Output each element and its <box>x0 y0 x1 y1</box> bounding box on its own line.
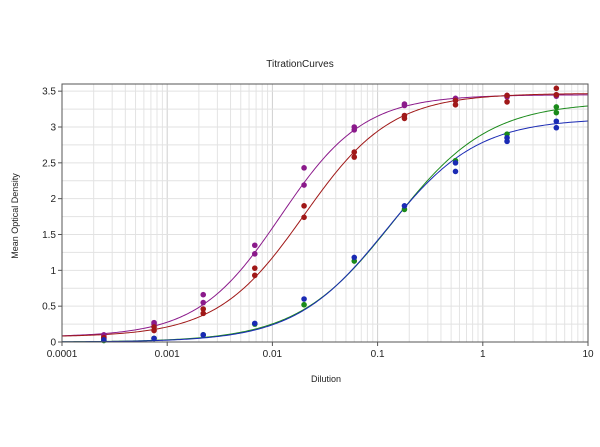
x-tick-label: 0.0001 <box>47 349 78 360</box>
data-point-series-1 <box>200 299 207 306</box>
data-point-series-2 <box>452 101 459 108</box>
data-point-series-2 <box>200 310 207 317</box>
x-axis-label: Dilution <box>311 374 341 384</box>
data-point-series-4 <box>401 203 408 209</box>
fit-curve-2 <box>62 93 588 337</box>
data-point-series-3 <box>553 109 560 116</box>
data-point-series-1 <box>351 127 358 133</box>
data-point-series-2 <box>200 306 207 312</box>
data-point-series-2 <box>553 85 560 92</box>
fit-curves <box>62 93 588 342</box>
y-tick-label: 0.5 <box>42 302 56 313</box>
x-tick-label: 0.1 <box>371 349 385 360</box>
y-tick-label: 3.5 <box>42 87 56 98</box>
y-tick-label: 1.5 <box>42 230 56 241</box>
fit-curve-4 <box>62 120 588 342</box>
data-point-series-4 <box>452 160 459 166</box>
axis-ticks: 0.0001 0.001 0.01 0.1 1 10 0 0.5 1 1.5 2 2.5 3 3.5 <box>42 87 594 360</box>
data-point-series-1 <box>251 242 258 249</box>
data-point-series-4 <box>504 138 510 145</box>
data-point-series-2 <box>504 92 510 99</box>
data-point-series-2 <box>151 327 157 334</box>
y-tick-label: 3 <box>50 123 56 134</box>
x-tick-label: 1 <box>480 349 486 360</box>
data-point-series-1 <box>301 165 307 171</box>
data-point-series-1 <box>200 291 207 298</box>
data-point-series-4 <box>553 118 560 125</box>
data-point-series-4 <box>553 124 560 131</box>
y-tick-label: 0 <box>50 338 56 349</box>
y-tick-label: 1 <box>50 266 56 277</box>
data-point-series-2 <box>504 99 510 105</box>
plot-area-border <box>61 83 589 343</box>
data-point-series-2 <box>452 97 459 104</box>
data-points <box>101 85 560 344</box>
data-point-series-2 <box>301 214 307 221</box>
data-point-series-4 <box>151 335 157 342</box>
data-point-series-1 <box>301 182 307 188</box>
data-point-series-3 <box>553 104 560 110</box>
chart-title: TitrationCurves <box>266 59 333 70</box>
data-point-series-3 <box>301 301 307 308</box>
data-point-series-2 <box>351 154 358 160</box>
data-point-series-4 <box>452 168 459 175</box>
data-point-series-4 <box>301 296 307 302</box>
data-point-series-4 <box>251 320 258 327</box>
data-point-series-2 <box>401 115 408 122</box>
x-tick-label: 0.001 <box>155 349 180 360</box>
data-point-series-2 <box>301 203 307 209</box>
x-tick-label: 0.01 <box>263 349 283 360</box>
y-tick-label: 2.5 <box>42 158 56 169</box>
data-point-series-4 <box>200 332 207 338</box>
data-point-series-2 <box>251 265 258 271</box>
x-tick-label: 10 <box>582 349 594 360</box>
data-point-series-2 <box>351 149 358 155</box>
y-axis-label: Mean Optical Density <box>10 173 20 259</box>
data-point-series-4 <box>101 337 107 343</box>
y-tick-label: 2 <box>50 194 56 205</box>
data-point-series-4 <box>351 254 358 261</box>
data-point-series-2 <box>251 272 258 279</box>
data-point-series-1 <box>401 102 408 109</box>
data-point-series-2 <box>553 91 560 98</box>
data-point-series-1 <box>251 251 258 257</box>
